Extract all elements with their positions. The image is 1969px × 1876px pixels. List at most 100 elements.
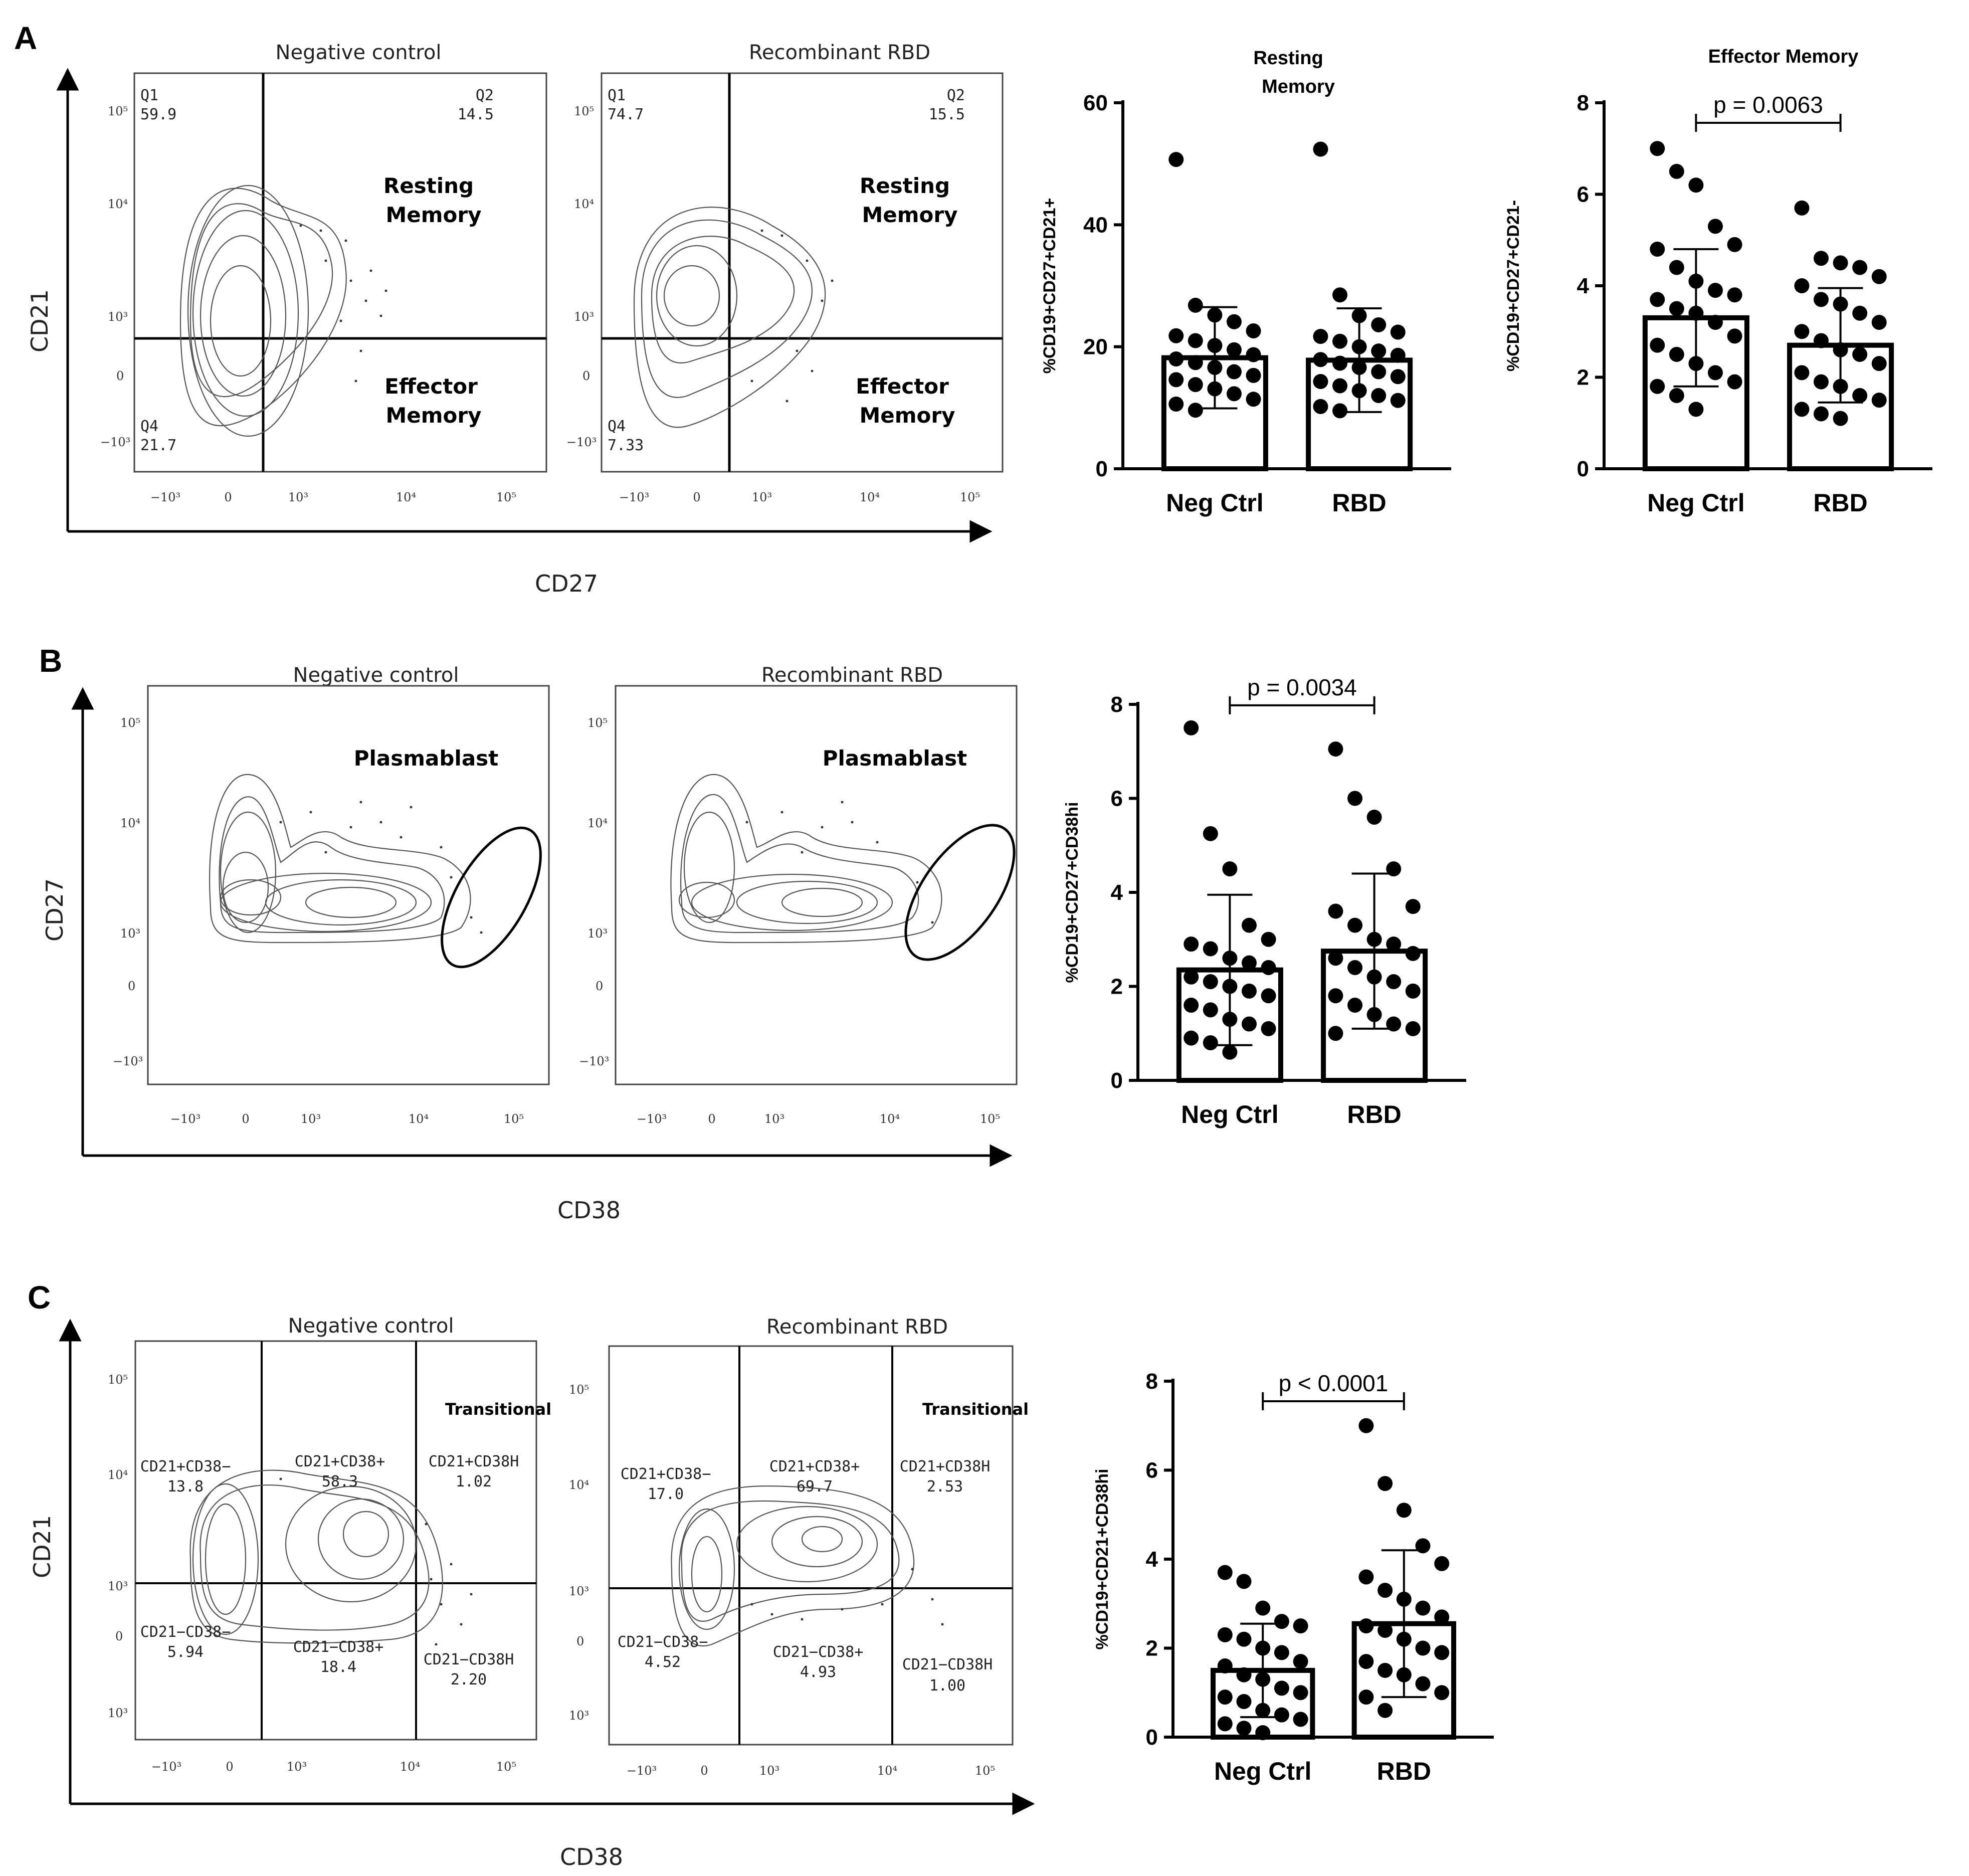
data-point [1405,1021,1421,1036]
y-tick-label: 8 [1111,692,1123,717]
data-point [1332,355,1348,371]
data-point [1386,936,1402,952]
data-point [1184,720,1199,735]
y-axis-title: %CD19+CD27+CD21+ [1040,198,1059,374]
y-tick-label: 6 [1577,182,1589,207]
data-point [1833,379,1848,394]
x-tick: 10³ [764,1112,784,1126]
quadrant-label: CD21+CD38− [140,1458,231,1475]
data-point [1390,347,1406,363]
data-point [1366,1007,1382,1022]
x-tick: 10⁵ [496,490,516,504]
flow-title: Recombinant RBD [761,664,943,687]
data-point [1794,278,1810,293]
y-tick: 10³ [108,1706,128,1720]
y-tick-label: 6 [1146,1458,1158,1483]
data-point [1236,1721,1252,1736]
category-label: RBD [1813,489,1867,517]
quadrant-value: 1.00 [929,1677,965,1695]
data-point [1377,1623,1393,1638]
data-point [1386,1016,1402,1032]
gate-label-memory: Memory [860,403,955,428]
data-point [1184,936,1199,952]
y-tick-label: 0 [1096,457,1108,481]
gate-label-effector: Effector [384,374,478,399]
y-tick: 10³ [108,1579,128,1593]
gate-label-plasmablast: Plasmablast [823,746,967,771]
gate-label-memory: Memory [386,403,482,428]
data-point [1184,998,1199,1013]
quadrant-label: CD21−CD38H [902,1656,993,1673]
x-tick: 0 [242,1112,249,1126]
y-tick-label: 8 [1146,1369,1158,1394]
data-point [1203,941,1218,957]
y-tick: 0 [128,979,135,993]
category-label: Neg Ctrl [1166,489,1263,517]
flow-title: Negative control [293,664,459,687]
data-point [1434,1609,1450,1625]
y-tick-label: 2 [1577,365,1589,390]
x-tick: 10⁴ [400,1760,420,1774]
panel-letter-b: B [39,643,62,679]
data-point [1261,960,1276,975]
data-point [1386,861,1402,877]
data-point [1255,1671,1271,1687]
data-point [1405,983,1421,999]
flow-title: Recombinant RBD [749,41,930,64]
data-point [1871,356,1887,371]
data-point [1293,1712,1308,1727]
y-tick-label: 2 [1111,975,1123,999]
x-tick: 0 [226,1760,233,1774]
data-point [1188,403,1203,418]
gate-label-plasmablast: Plasmablast [354,746,499,771]
data-point [1669,301,1684,316]
data-point [1217,1690,1233,1705]
y-tick: 0 [582,369,590,383]
data-point [1168,328,1184,343]
y-tick: 10⁴ [587,816,608,830]
flow-plot-b-negative: Negative control Plasmablast 10⁵ 10⁴ 10³… [113,664,550,1126]
flow-plot-c-rbd: Recombinant RBD Transitional CD21+CD38− … [569,1316,1029,1778]
quadrant-label: CD21−CD38− [140,1623,231,1641]
chart-title-line: Resting [1253,48,1323,69]
data-point [1358,1569,1374,1585]
x-tick: −10³ [170,1112,201,1126]
data-point [1347,998,1363,1013]
data-point [1313,374,1328,390]
data-point [1293,1654,1308,1669]
data-point [1366,969,1382,985]
category-label: Neg Ctrl [1214,1757,1311,1785]
data-point [1650,141,1665,156]
data-point [1814,374,1829,390]
x-tick: −10³ [619,490,649,504]
data-point [1261,988,1276,1004]
data-point [1669,346,1684,362]
x-tick: 10³ [301,1112,321,1126]
data-point [1814,251,1829,266]
quadrant-label: CD21−CD38+ [773,1643,864,1661]
y-axis-label-a: CD21 [26,289,53,352]
data-point [1396,1667,1412,1682]
x-tick: 10⁵ [960,490,980,504]
gate-label-resting: Resting [383,173,474,198]
data-point [1650,242,1665,257]
y-tick: 10⁵ [569,1383,589,1397]
data-point [1833,411,1848,426]
data-point [1255,1725,1271,1741]
data-point [1241,1016,1257,1032]
flow-plot-a-rbd: Recombinant RBD Q1 74.7 Q2 15.5 Q4 7.33 … [566,41,1004,504]
y-tick-label: 2 [1146,1636,1158,1661]
data-point [1261,931,1276,947]
data-point [1207,338,1223,353]
data-point [1871,315,1887,330]
data-point [1241,983,1257,999]
data-point [1727,287,1742,303]
data-point [1328,951,1343,966]
data-point [1794,200,1810,216]
y-tick-label: 60 [1083,91,1108,115]
x-tick: 10⁴ [409,1112,429,1126]
data-point [1168,152,1184,167]
y-tick: 10⁴ [108,1468,128,1482]
data-point [1293,1618,1308,1634]
data-point [1313,399,1328,414]
